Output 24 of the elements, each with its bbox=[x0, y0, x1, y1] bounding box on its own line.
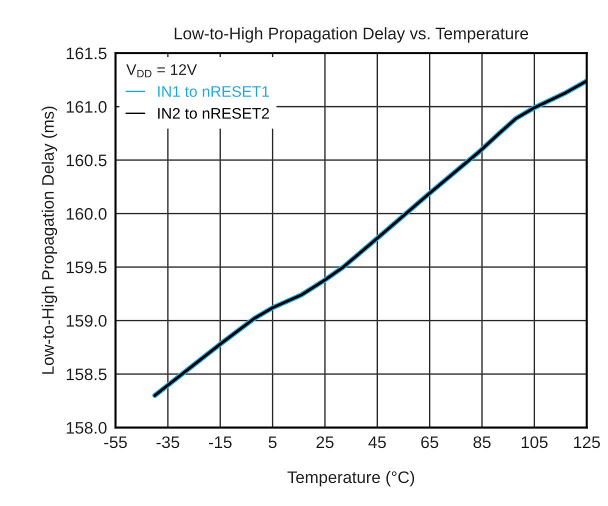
chart-title: Low-to-High Propagation Delay vs. Temperature bbox=[174, 27, 528, 43]
legend-label: IN2 to nRESET2 bbox=[158, 108, 269, 119]
legend-label: IN1 to nRESET1 bbox=[158, 86, 269, 97]
x-tick-label: -15 bbox=[208, 436, 232, 448]
x-tick-label: 125 bbox=[574, 436, 600, 448]
x-tick-label: 105 bbox=[522, 436, 548, 448]
x-tick-label: 65 bbox=[421, 436, 438, 448]
x-tick-label: 85 bbox=[473, 436, 491, 448]
y-tick-label: 161.0 bbox=[66, 101, 107, 113]
y-axis-title: Low-to-High Propagation Delay (ms) bbox=[42, 106, 58, 374]
y-tick-label: 158.0 bbox=[66, 422, 107, 434]
x-tick-label: -55 bbox=[104, 436, 127, 448]
x-tick-label: -35 bbox=[156, 436, 180, 448]
x-axis-title: Temperature (°C) bbox=[288, 470, 414, 486]
y-tick-label: 159.0 bbox=[66, 314, 107, 327]
y-tick-label: 158.5 bbox=[66, 368, 106, 380]
legend-title: V$_{DD}$ = 12V bbox=[126, 64, 197, 78]
y-tick-label: 159.5 bbox=[66, 261, 106, 274]
y-tick-label: 160.0 bbox=[66, 208, 107, 220]
x-tick-label: 45 bbox=[368, 436, 386, 448]
y-tick-label: 161.5 bbox=[66, 48, 106, 60]
y-tick-label: 160.5 bbox=[66, 154, 106, 166]
x-tick-label: 25 bbox=[316, 436, 334, 448]
x-tick-label: 5 bbox=[268, 436, 277, 448]
